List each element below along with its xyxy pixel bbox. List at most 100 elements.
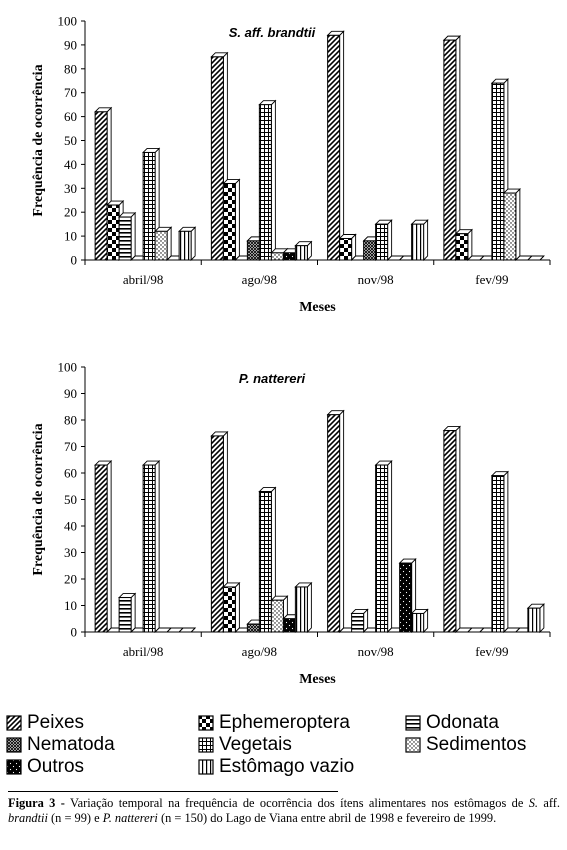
x-axis-title: Meses [299, 300, 336, 315]
chart-title: S. aff. brandtii [229, 25, 316, 40]
bar-estomago-vazio [526, 255, 545, 261]
y-axis-title: Frequência de ocorrência [31, 64, 46, 216]
y-tick-label: 60 [64, 109, 77, 124]
y-tick-label: 60 [64, 466, 77, 481]
y-tick-label: 100 [58, 14, 78, 29]
bar-estomago-vazio [294, 240, 313, 262]
chart-title-genus: S. [229, 25, 245, 40]
caption-species-2: P. nattereri [102, 811, 158, 825]
chart-1: 0 10 20 30 40 50 60 70 80 90 100 abril/98 ago/98 nov/… [31, 14, 551, 315]
y-tick-label: 40 [64, 157, 77, 172]
caption-species-1-aff: aff. [538, 796, 560, 810]
chart-title-species: aff. brandtii [245, 25, 316, 40]
caption-text: (n = 99) e [47, 811, 103, 825]
x-tick-label: abril/98 [123, 644, 163, 659]
caption-label: Figura 3 - [8, 796, 65, 810]
legend-item-estomago-vazio: Estômago vazio [198, 756, 354, 778]
x-tick-label: ago/98 [242, 272, 277, 287]
bar-peixes [326, 30, 345, 262]
bar-ephemeroptera [454, 228, 473, 262]
x-tick-label: fev/99 [475, 644, 508, 659]
bar-vegetais [490, 470, 509, 634]
bar-peixes [94, 459, 113, 634]
legend-label: Estômago vazio [219, 756, 355, 777]
bar-vegetais [258, 99, 277, 262]
bar-ephemeroptera [222, 581, 241, 634]
legend-label: Outros [27, 756, 85, 777]
y-tick-label: 0 [71, 625, 78, 640]
y-tick-label: 20 [64, 572, 77, 587]
bar-vegetais [142, 459, 161, 634]
caption-text: Variação temporal na frequência de ocorr… [64, 796, 529, 810]
legend-label: Nematoda [27, 734, 115, 755]
legend-item-odonata: Odonata [405, 712, 499, 734]
y-tick-label: 30 [64, 545, 77, 560]
bar-sedimentos [502, 187, 521, 262]
odonata-swatch-icon [405, 715, 421, 731]
sedimentos-swatch-icon [405, 737, 421, 753]
y-tick-label: 90 [64, 386, 77, 401]
bar-odonata [118, 211, 137, 262]
bar-vegetais [374, 219, 393, 262]
bar-estomago-vazio [410, 219, 429, 262]
figure-charts: 0 10 20 30 40 50 60 70 80 90 100 abril/98 ago/98 nov/… [31, 14, 551, 687]
bar-estomago-vazio [526, 603, 545, 634]
legend-item-peixes: Peixes [6, 712, 84, 734]
caption-species-1-genus: S. [528, 796, 538, 810]
legend-item-ephemeroptera: Ephemeroptera [198, 712, 350, 734]
legend-label: Peixes [27, 712, 85, 733]
legend-item-sedimentos: Sedimentos [405, 734, 526, 756]
bar-peixes [442, 35, 461, 262]
chart-title: P. nattereri [239, 371, 306, 386]
estomago-vazio-swatch-icon [198, 759, 214, 775]
bar-peixes [326, 409, 345, 634]
chart-title-genus: P. [239, 371, 253, 386]
caption-species-1-epithet: brandtii [8, 811, 48, 825]
y-tick-label: 70 [64, 85, 77, 100]
y-axis-title: Frequência de ocorrência [31, 423, 46, 575]
vegetais-swatch-icon [198, 737, 214, 753]
legend-item-vegetais: Vegetais [198, 734, 292, 756]
y-tick-label: 80 [64, 413, 77, 428]
x-axis-title: Meses [299, 672, 336, 687]
y-tick-label: 10 [64, 229, 77, 244]
y-tick-label: 30 [64, 181, 77, 196]
legend-item-outros: Outros [6, 756, 84, 778]
y-tick-label: 90 [64, 37, 77, 52]
nematoda-swatch-icon [6, 737, 22, 753]
x-tick-label: abril/98 [123, 272, 163, 287]
legend-item-nematoda: Nematoda [6, 734, 115, 756]
x-tick-label: nov/98 [358, 272, 394, 287]
x-tick-label: fev/99 [475, 272, 508, 287]
peixes-swatch-icon [6, 715, 22, 731]
bar-vegetais [374, 459, 393, 634]
bar-odonata [118, 592, 137, 634]
y-tick-label: 40 [64, 519, 77, 534]
legend-label: Ephemeroptera [219, 712, 350, 733]
bar-odonata [350, 608, 369, 634]
y-tick-label: 100 [58, 360, 78, 375]
chart-2: 0 10 20 30 40 50 60 70 80 90 100 abril/98 ago/98 nov/… [31, 360, 551, 687]
legend-label: Vegetais [219, 734, 292, 755]
x-tick-label: nov/98 [358, 644, 394, 659]
bar-estomago-vazio [178, 627, 197, 633]
bar-sedimentos [154, 226, 173, 262]
caption-text: (n = 150) do Lago de Viana entre abril d… [157, 811, 497, 825]
y-tick-label: 70 [64, 439, 77, 454]
bar-peixes [210, 430, 229, 634]
caption-separator [8, 791, 338, 792]
bar-estomago-vazio [294, 581, 313, 634]
y-tick-label: 20 [64, 205, 77, 220]
y-tick-label: 80 [64, 61, 77, 76]
legend-label: Odonata [426, 712, 499, 733]
bar-estomago-vazio [178, 226, 197, 262]
bar-ephemeroptera [338, 233, 357, 262]
y-tick-label: 50 [64, 492, 77, 507]
legend-label: Sedimentos [426, 734, 527, 755]
legend: Peixes Ephemeroptera Odonata Nematoda Ve… [0, 712, 567, 782]
chart-title-species: nattereri [253, 371, 305, 386]
y-tick-label: 50 [64, 133, 77, 148]
bar-estomago-vazio [410, 608, 429, 634]
outros-swatch-icon [6, 759, 22, 775]
y-tick-label: 10 [64, 598, 77, 613]
